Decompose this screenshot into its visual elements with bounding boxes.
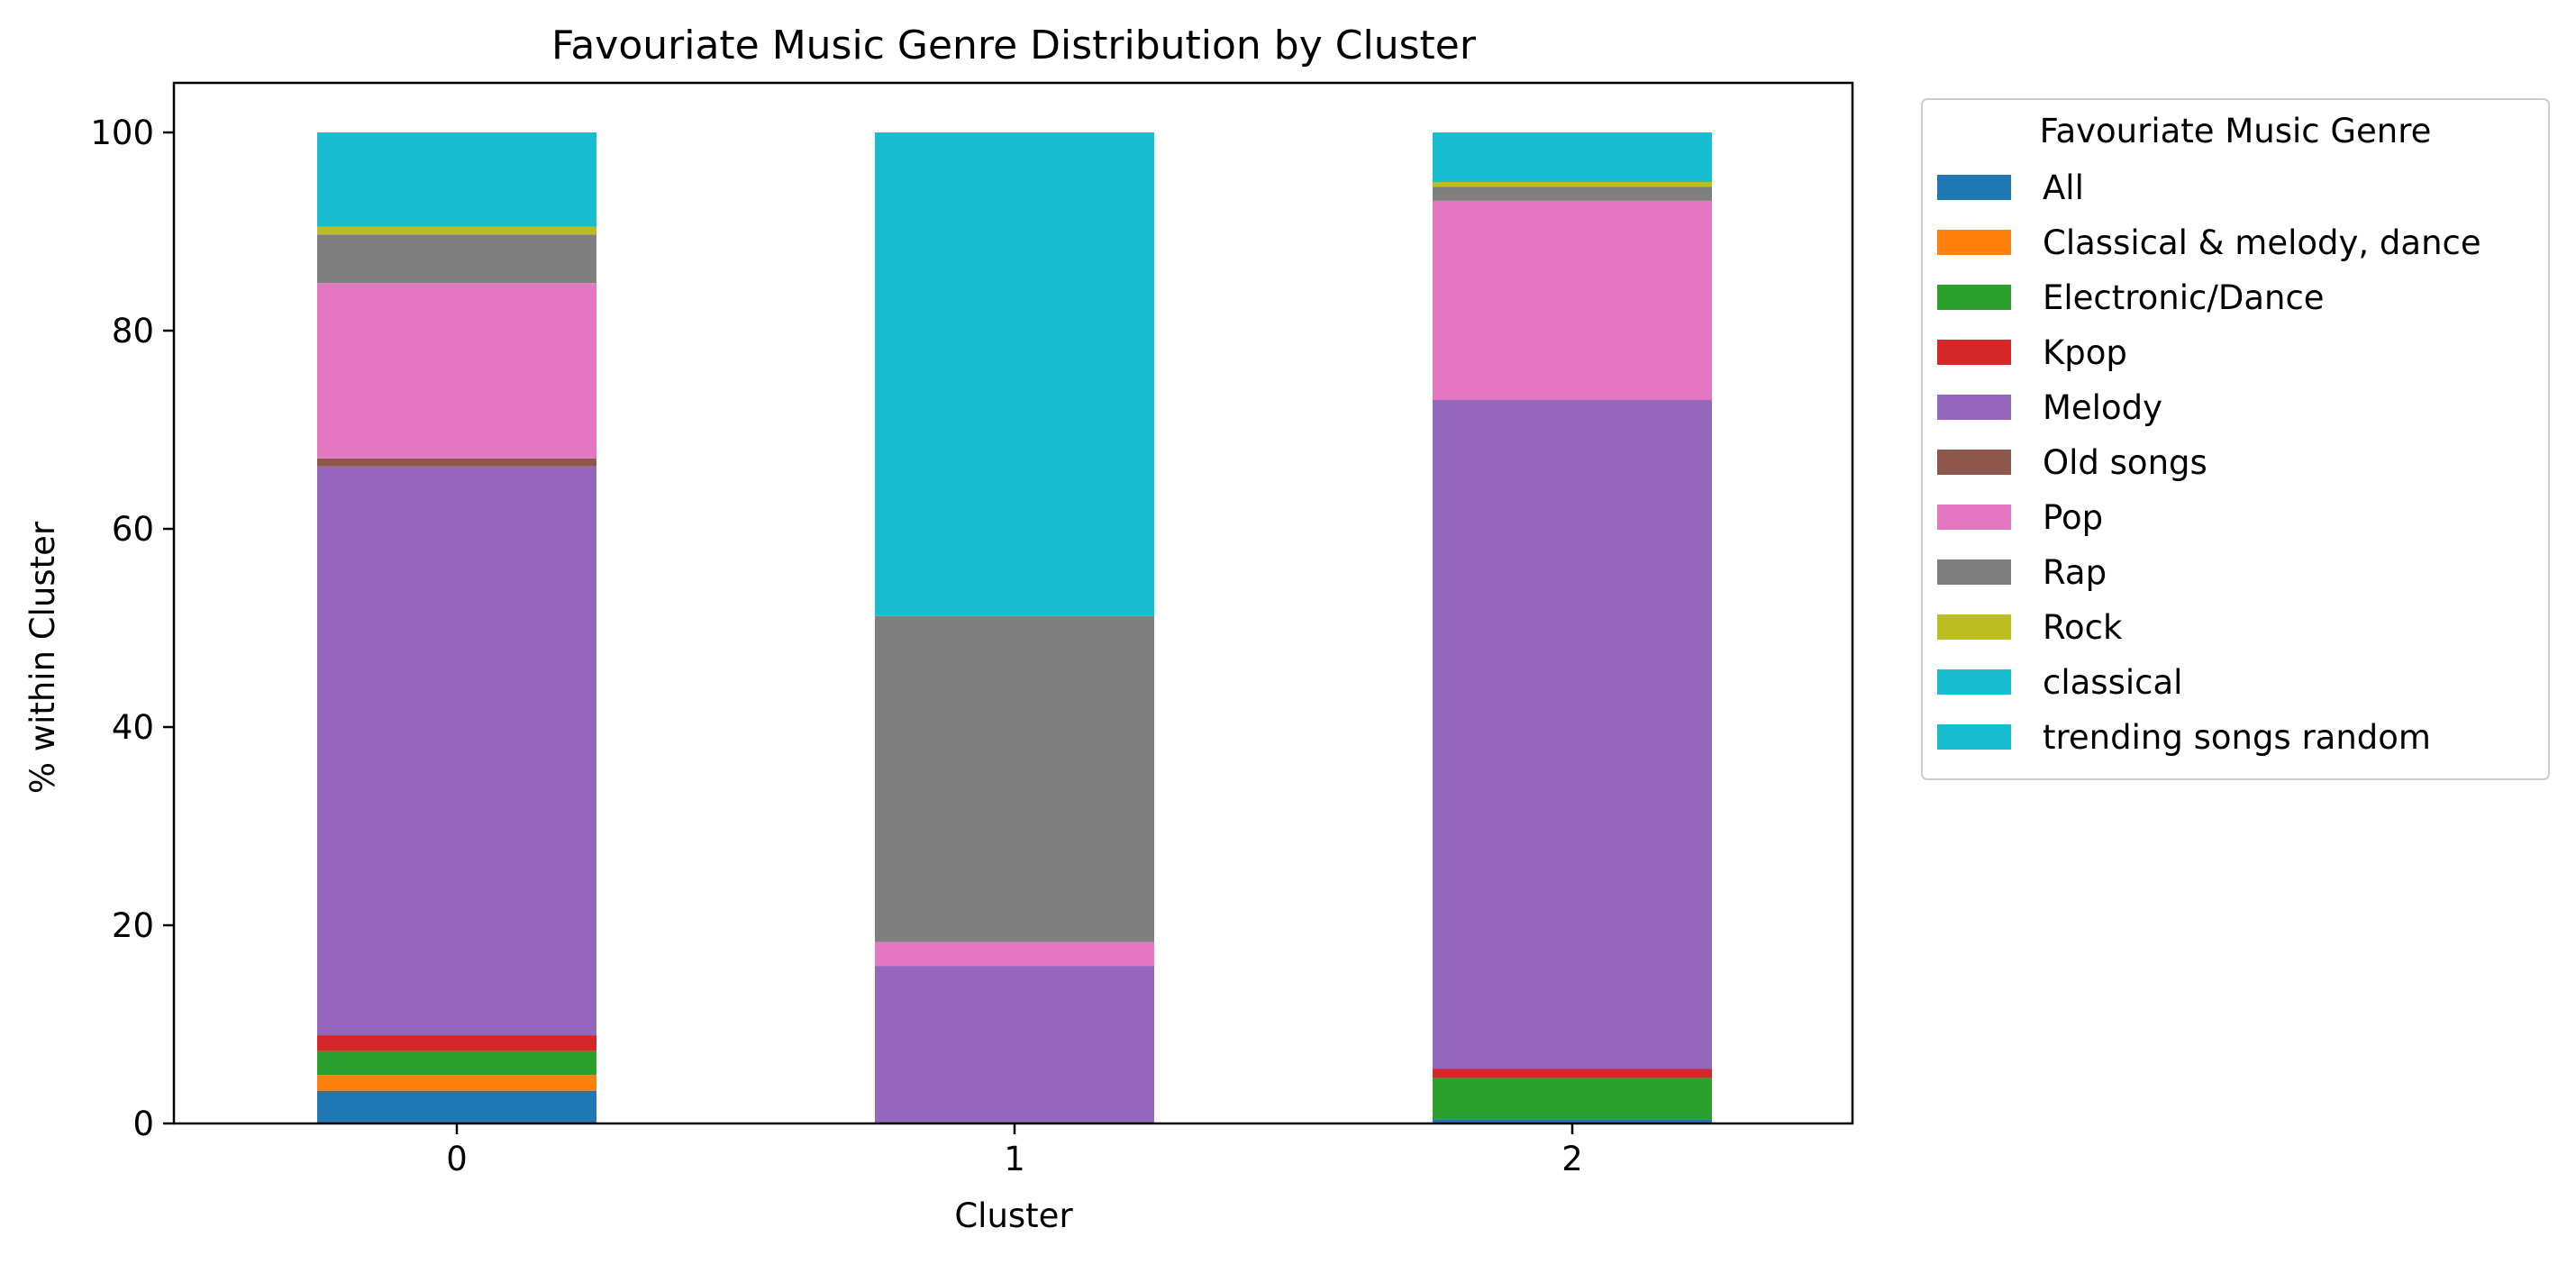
legend-title: Favouriate Music Genre (2040, 112, 2432, 150)
x-tick-label: 2 (1561, 1140, 1583, 1178)
legend-swatch (1937, 614, 2011, 640)
legend-swatch (1937, 505, 2011, 530)
legend-frame (1921, 98, 2550, 780)
plot-frame (172, 81, 1854, 1125)
legend-items: All Classical & melody, dance Electronic/D… (1937, 168, 2481, 757)
bar-segment-electronic-dance-cluster-0 (317, 1050, 596, 1076)
bar-segment-classical-melody-dance-cluster-0 (317, 1075, 596, 1091)
legend-item: Old songs (1937, 443, 2207, 482)
bar-segment-kpop-cluster-2 (1433, 1068, 1712, 1078)
bar-stack-cluster-2 (1433, 132, 1712, 1123)
legend-label: Kpop (2043, 333, 2127, 372)
bar-segment-melody-cluster-1 (875, 966, 1154, 1123)
bar-stack-cluster-0 (317, 132, 596, 1123)
legend-label: Pop (2043, 498, 2103, 537)
legend-swatch (1937, 669, 2011, 695)
legend: Favouriate Music Genre All Classical & me… (1921, 98, 2550, 780)
legend-swatch (1937, 340, 2011, 365)
bar-segment-trending-songs-random-cluster-1 (875, 132, 1154, 616)
legend-item: trending songs random (1937, 718, 2431, 757)
x-tick-label: 0 (446, 1140, 468, 1178)
bar-segment-pop-cluster-2 (1433, 200, 1712, 400)
y-tick-label: 40 (112, 708, 154, 747)
legend-swatch (1937, 175, 2011, 200)
bar-segment-rock-cluster-2 (1433, 182, 1712, 187)
bar-segment-rap-cluster-1 (875, 615, 1154, 942)
legend-swatch (1937, 450, 2011, 475)
bar-segment-pop-cluster-0 (317, 283, 596, 459)
bar-segment-kpop-cluster-0 (317, 1035, 596, 1051)
bar-segment-melody-cluster-2 (1433, 400, 1712, 1069)
bar-segment-rap-cluster-2 (1433, 186, 1712, 201)
y-tick-label: 0 (132, 1105, 154, 1143)
plot-area (317, 132, 1712, 1123)
y-axis-label: % within Cluster (23, 521, 62, 794)
legend-label: Melody (2043, 388, 2162, 427)
legend-label: classical (2043, 663, 2182, 702)
legend-item: Electronic/Dance (1937, 278, 2325, 317)
legend-swatch (1937, 559, 2011, 585)
bar-segment-all-cluster-2 (1433, 1119, 1712, 1123)
bar-segment-electronic-dance-cluster-2 (1433, 1078, 1712, 1120)
bar-segment-rock-cluster-0 (317, 226, 596, 235)
legend-item: classical (1937, 663, 2182, 702)
legend-item: Classical & melody, dance (1937, 223, 2481, 262)
y-tick-label: 20 (112, 906, 154, 945)
legend-label: Old songs (2043, 443, 2207, 482)
legend-swatch (1937, 724, 2011, 750)
legend-label: trending songs random (2043, 718, 2431, 757)
bar-segment-pop-cluster-1 (875, 941, 1154, 967)
bar-segment-all-cluster-0 (317, 1090, 596, 1123)
legend-item: Rock (1937, 608, 2123, 647)
bar-segment-melody-cluster-0 (317, 466, 596, 1036)
legend-item: Kpop (1937, 333, 2127, 372)
legend-label: Classical & melody, dance (2043, 223, 2481, 262)
x-axis-label: Cluster (954, 1196, 1073, 1235)
legend-swatch (1937, 285, 2011, 310)
legend-item: All (1937, 168, 2084, 207)
bar-segment-trending-songs-random-cluster-0 (317, 132, 596, 227)
legend-item: Pop (1937, 498, 2103, 537)
bar-segment-old-songs-cluster-0 (317, 458, 596, 467)
y-tick-label: 80 (112, 312, 154, 350)
chart-title: Favouriate Music Genre Distribution by C… (551, 23, 1477, 68)
legend-label: Electronic/Dance (2043, 278, 2325, 317)
bar-segment-rap-cluster-0 (317, 234, 596, 284)
legend-item: Melody (1937, 388, 2162, 427)
legend-label: All (2043, 168, 2084, 207)
x-axis: 0 1 2 (446, 1123, 1583, 1178)
y-tick-label: 60 (112, 510, 154, 549)
legend-item: Rap (1937, 553, 2107, 592)
legend-label: Rap (2043, 553, 2107, 592)
legend-label: Rock (2043, 608, 2123, 647)
legend-swatch (1937, 395, 2011, 420)
legend-swatch (1937, 230, 2011, 255)
bar-segment-trending-songs-random-cluster-2 (1433, 132, 1712, 182)
y-axis: 0 20 40 60 80 100 (90, 114, 174, 1143)
bar-stack-cluster-1 (875, 132, 1154, 1123)
y-tick-label: 100 (90, 114, 154, 152)
x-tick-label: 1 (1004, 1140, 1025, 1178)
